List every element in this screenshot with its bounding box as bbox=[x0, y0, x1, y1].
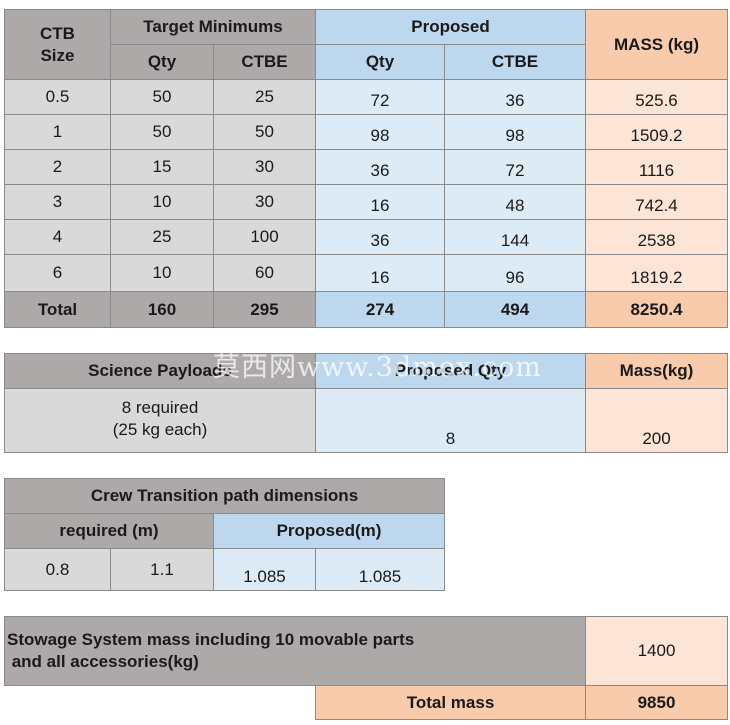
proposed-ctbe-cell: 48 bbox=[444, 184, 586, 220]
total-mass: 8250.4 bbox=[585, 291, 728, 328]
mass-cell: 1819.2 bbox=[585, 254, 728, 292]
proposed-header: Proposed bbox=[315, 9, 586, 45]
ctb-size-cell: 2 bbox=[4, 149, 111, 185]
total-mass-label: Total mass bbox=[315, 685, 586, 720]
target-qty-cell: 50 bbox=[110, 79, 214, 115]
ctb-size-cell: 3 bbox=[4, 184, 111, 220]
stowage-mass-value: 1400 bbox=[585, 616, 728, 686]
proposed-m-header: Proposed(m) bbox=[213, 513, 445, 549]
required-value-2: 1.1 bbox=[110, 548, 214, 591]
crew-transition-title: Crew Transition path dimensions bbox=[4, 478, 445, 514]
proposed-qty-cell: 16 bbox=[315, 254, 445, 292]
science-mass-cell: 200 bbox=[585, 388, 728, 453]
proposed-ctbe-cell: 98 bbox=[444, 114, 586, 150]
target-ctbe-cell: 60 bbox=[213, 254, 316, 292]
proposed-value-2: 1.085 bbox=[315, 548, 445, 591]
proposed-ctbe-header: CTBE bbox=[444, 44, 586, 80]
ctb-size-cell: 6 bbox=[4, 254, 111, 292]
required-m-header: required (m) bbox=[4, 513, 214, 549]
mass-kg-header: Mass(kg) bbox=[585, 353, 728, 389]
target-qty-cell: 15 bbox=[110, 149, 214, 185]
proposed-ctbe-cell: 72 bbox=[444, 149, 586, 185]
target-qty-cell: 50 bbox=[110, 114, 214, 150]
total-label: Total bbox=[4, 291, 111, 328]
mass-cell: 1116 bbox=[585, 149, 728, 185]
target-minimums-header: Target Minimums bbox=[110, 9, 316, 45]
proposed-qty-cell: 98 bbox=[315, 114, 445, 150]
target-qty-cell: 10 bbox=[110, 184, 214, 220]
ctb-size-header: CTB Size bbox=[4, 9, 111, 80]
stowage-label: Stowage System mass including 10 movable… bbox=[4, 616, 586, 686]
proposed-ctbe-cell: 36 bbox=[444, 79, 586, 115]
target-qty-header: Qty bbox=[110, 44, 214, 80]
mass-cell: 2538 bbox=[585, 219, 728, 255]
mass-cell: 742.4 bbox=[585, 184, 728, 220]
total-mass-value: 9850 bbox=[585, 685, 728, 720]
proposed-value-1: 1.085 bbox=[213, 548, 316, 591]
proposed-ctbe-cell: 96 bbox=[444, 254, 586, 292]
watermark: 莫西网www.3dmox.com bbox=[213, 352, 542, 383]
mass-cell: 1509.2 bbox=[585, 114, 728, 150]
target-ctbe-cell: 30 bbox=[213, 149, 316, 185]
target-ctbe-cell: 100 bbox=[213, 219, 316, 255]
target-ctbe-cell: 25 bbox=[213, 79, 316, 115]
total-proposed-qty: 274 bbox=[315, 291, 445, 328]
proposed-qty-cell: 72 bbox=[315, 79, 445, 115]
ctb-size-cell: 0.5 bbox=[4, 79, 111, 115]
target-qty-cell: 25 bbox=[110, 219, 214, 255]
target-ctbe-header: CTBE bbox=[213, 44, 316, 80]
required-value-1: 0.8 bbox=[4, 548, 111, 591]
proposed-qty-header: Qty bbox=[315, 44, 445, 80]
proposed-qty-cell: 36 bbox=[315, 219, 445, 255]
target-ctbe-cell: 30 bbox=[213, 184, 316, 220]
target-qty-cell: 10 bbox=[110, 254, 214, 292]
mass-header: MASS (kg) bbox=[585, 9, 728, 80]
science-required-cell: 8 required (25 kg each) bbox=[4, 388, 316, 453]
proposed-qty-cell: 36 bbox=[315, 149, 445, 185]
proposed-ctbe-cell: 144 bbox=[444, 219, 586, 255]
ctb-size-cell: 1 bbox=[4, 114, 111, 150]
proposed-qty-cell: 16 bbox=[315, 184, 445, 220]
mass-cell: 525.6 bbox=[585, 79, 728, 115]
target-ctbe-cell: 50 bbox=[213, 114, 316, 150]
science-payloads-header: Science Payloads bbox=[4, 353, 316, 389]
ctb-size-cell: 4 bbox=[4, 219, 111, 255]
total-target-ctbe: 295 bbox=[213, 291, 316, 328]
total-target-qty: 160 bbox=[110, 291, 214, 328]
science-proposed-qty-cell: 8 bbox=[315, 388, 586, 453]
total-proposed-ctbe: 494 bbox=[444, 291, 586, 328]
